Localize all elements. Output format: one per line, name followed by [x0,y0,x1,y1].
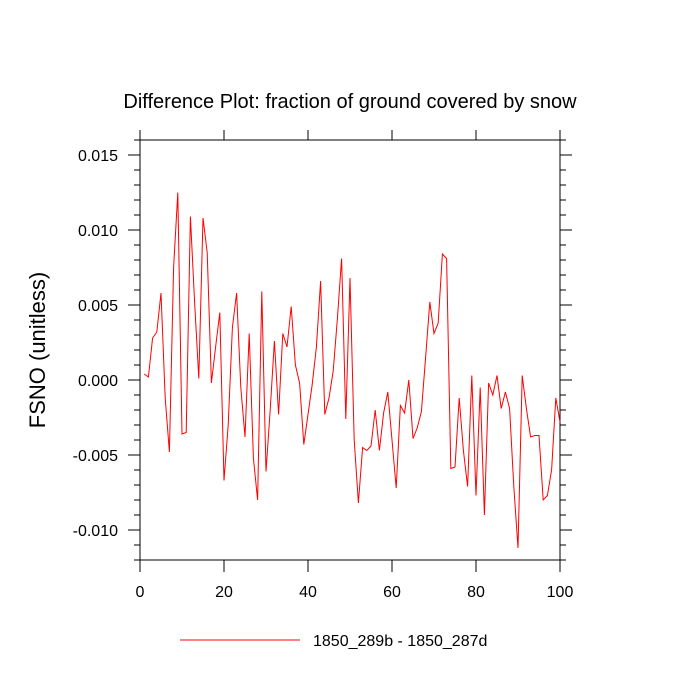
legend: 1850_289b - 1850_287d [180,633,487,650]
y-tick-label: 0.000 [78,373,118,390]
plot-frame [139,139,561,561]
x-tick-label: 100 [547,584,574,601]
y-tick-labels: 0.015 0.010 0.005 0.000 -0.005 -0.010 [73,148,118,540]
y-tick-label: 0.005 [78,298,118,315]
chart-title: Difference Plot: fraction of ground cove… [123,91,577,113]
series-group [143,192,561,549]
legend-label: 1850_289b - 1850_287d [313,633,487,650]
y-tick-label: -0.005 [73,448,118,465]
x-tick-label: 60 [383,584,401,601]
x-tick-label: 80 [467,584,485,601]
y-tick-label: -0.010 [73,523,118,540]
x-tick-labels: 0 20 40 60 80 100 [136,584,574,601]
y-tick-label: 0.015 [78,148,118,165]
x-tick-label: 40 [299,584,317,601]
x-tick-label: 20 [215,584,233,601]
axis-ticks [128,130,572,572]
x-tick-label: 0 [136,584,145,601]
y-axis-label: FSNO (unitless) [25,272,50,428]
series-line-0 [143,192,561,549]
y-tick-label: 0.010 [78,223,118,240]
